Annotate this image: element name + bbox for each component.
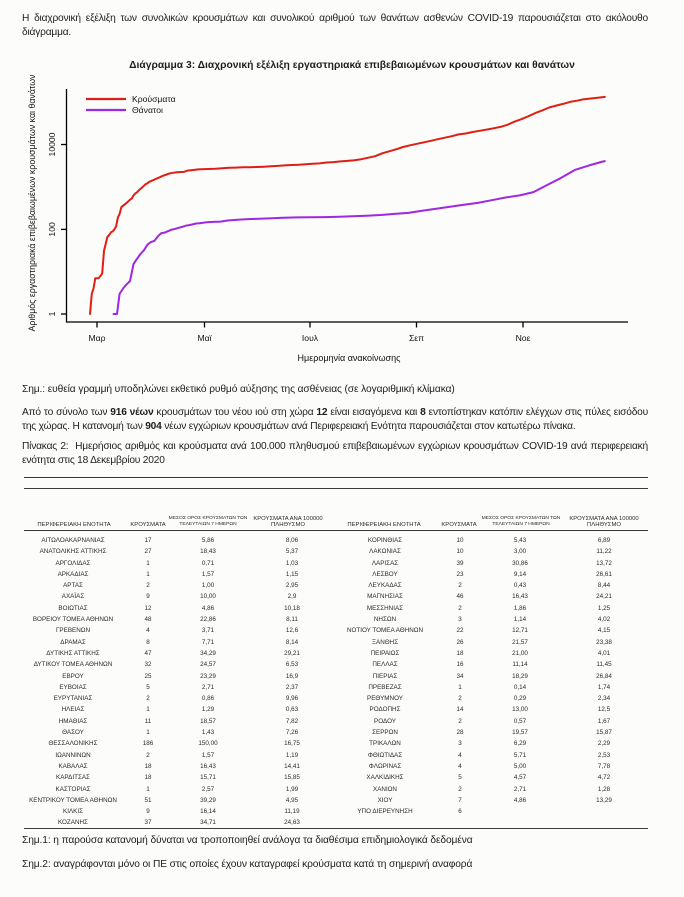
svg-text:Ημερομηνία ανακοίνωσης: Ημερομηνία ανακοίνωσης [298,353,402,363]
svg-text:100: 100 [47,222,57,237]
svg-text:Σεπ: Σεπ [409,333,424,343]
svg-text:Μαϊ: Μαϊ [197,333,212,343]
svg-text:Κρούσματα: Κρούσματα [132,94,176,104]
svg-text:Νοε: Νοε [516,333,531,343]
svg-text:Θάνατοι: Θάνατοι [132,105,163,115]
svg-text:10000: 10000 [47,132,57,156]
svg-text:Αριθμός εργαστηριακά επιβεβαιω: Αριθμός εργαστηριακά επιβεβαιωμένων κρου… [27,74,37,332]
svg-text:Μαρ: Μαρ [88,333,105,343]
svg-text:Ιουλ: Ιουλ [302,333,319,343]
svg-text:1: 1 [47,311,57,316]
